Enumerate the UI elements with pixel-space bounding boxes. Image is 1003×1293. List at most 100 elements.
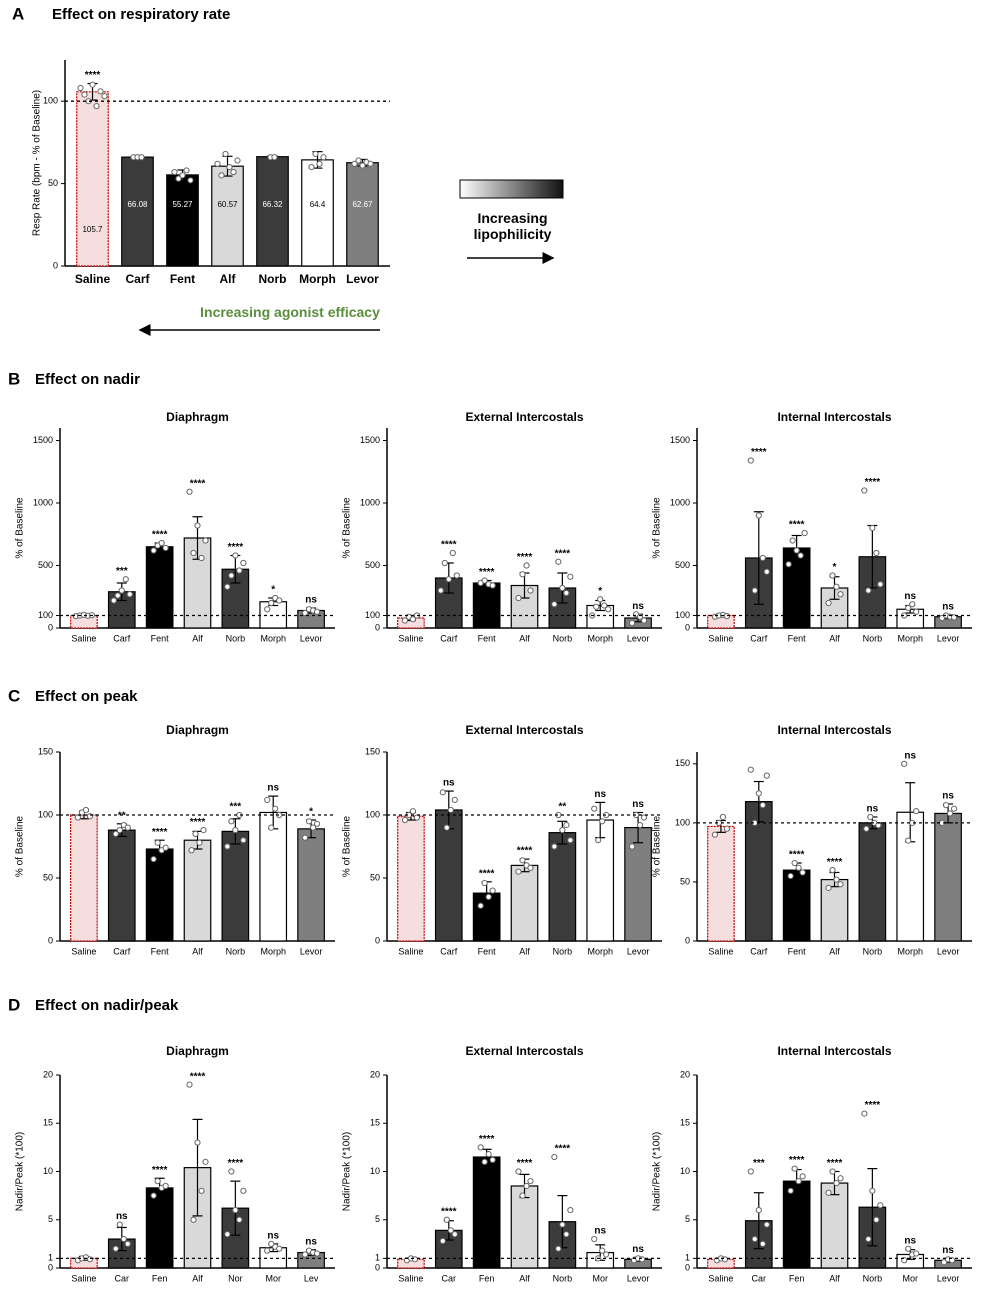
x-tick-label: Carf: [750, 946, 768, 956]
data-point: [759, 554, 766, 562]
data-point: [232, 1207, 239, 1214]
data-point: [441, 559, 448, 567]
data-point: [202, 1158, 209, 1165]
y-tick-label: 10: [43, 1166, 53, 1176]
y-tick-label: 0: [685, 1262, 690, 1272]
x-tick-label: Fen: [479, 1273, 495, 1283]
chart-title: External Intercostals: [465, 1044, 583, 1058]
data-point: [445, 576, 452, 583]
data-point: [747, 766, 754, 773]
significance-label: ns: [594, 789, 606, 800]
value-label: 66.32: [262, 200, 283, 209]
data-point: [861, 487, 868, 494]
significance-label: ***: [230, 802, 242, 813]
bar: [145, 848, 174, 942]
significance-label: ****: [789, 520, 805, 531]
significance-label: ****: [479, 868, 495, 879]
significance-label: ****: [517, 846, 533, 857]
significance-label: ns: [267, 783, 279, 794]
data-point: [439, 1237, 446, 1245]
bar: [820, 1182, 849, 1269]
significance-label: *: [598, 586, 602, 597]
data-point: [527, 864, 534, 872]
data-point: [763, 772, 770, 779]
data-point: [829, 572, 836, 579]
data-point: [320, 154, 327, 161]
x-tick-label: Norb: [226, 946, 246, 956]
x-tick-label: Alf: [829, 1273, 840, 1283]
data-point: [187, 177, 194, 184]
data-point: [719, 813, 727, 821]
data-point: [950, 805, 958, 812]
x-tick-label: Carf: [750, 633, 768, 643]
chart-title: Internal Intercostals: [777, 410, 891, 424]
x-tick-label: Alf: [829, 946, 840, 956]
y-tick-label: 20: [370, 1069, 380, 1079]
significance-label: ****: [190, 478, 206, 489]
data-point: [194, 1139, 201, 1146]
data-point: [787, 872, 794, 880]
data-point: [801, 529, 808, 537]
y-tick-label: 0: [685, 935, 690, 945]
annotation: Increasing agonist efficacy: [200, 304, 380, 320]
data-point: [81, 91, 88, 98]
data-point: [272, 805, 279, 812]
data-point: [154, 839, 161, 846]
bar: [221, 830, 250, 942]
significance-label: ns: [904, 750, 916, 761]
x-tick-label: Fen: [789, 1273, 805, 1283]
x-tick-label: Morph: [897, 633, 923, 643]
y-tick-label: 100: [38, 809, 53, 819]
data-point: [905, 837, 912, 844]
bar: [211, 165, 244, 267]
data-point: [755, 790, 762, 797]
data-point: [276, 1245, 283, 1252]
data-point: [308, 164, 315, 171]
x-tick-label: Saline: [71, 1273, 96, 1283]
data-point: [194, 522, 201, 529]
y-tick-label: 500: [38, 560, 53, 570]
x-tick-label: Fent: [788, 633, 807, 643]
data-point: [411, 1256, 419, 1263]
y-tick-label: 15: [43, 1118, 53, 1128]
y-axis-label: Nadir/Peak (*100): [342, 1132, 353, 1211]
data-point: [114, 592, 121, 599]
x-tick-label: Saline: [75, 272, 111, 286]
data-point: [413, 814, 421, 821]
data-point: [599, 1247, 606, 1254]
panel-letter: B: [8, 369, 20, 388]
data-point: [437, 587, 444, 594]
data-point: [200, 827, 207, 834]
bar: [183, 839, 212, 942]
data-point: [485, 893, 492, 901]
x-tick-label: Levor: [627, 946, 650, 956]
y-tick-label: 1: [685, 1253, 690, 1263]
data-point: [214, 160, 221, 167]
data-point: [192, 830, 199, 838]
data-point: [224, 843, 231, 850]
value-label: 60.57: [217, 200, 238, 209]
significance-label: ****: [85, 70, 101, 81]
data-point: [759, 1240, 766, 1247]
data-point: [601, 602, 608, 609]
data-point: [485, 1151, 492, 1158]
data-point: [791, 1165, 798, 1172]
bar: [782, 1180, 811, 1269]
data-point: [351, 160, 358, 167]
x-tick-label: Norb: [226, 633, 246, 643]
significance-label: ns: [942, 602, 954, 613]
data-point: [234, 157, 241, 164]
significance-label: ****: [479, 567, 495, 578]
data-point: [905, 604, 912, 612]
significance-label: ****: [228, 542, 244, 553]
data-point: [477, 1144, 484, 1151]
y-axis-label: % of Baseline: [342, 497, 353, 559]
y-tick-label: 50: [48, 178, 58, 188]
data-point: [171, 168, 178, 176]
y-axis-label: Resp Rate (bpm - % of Baseline): [32, 90, 43, 236]
y-tick-label: 15: [680, 1118, 690, 1128]
data-point: [555, 1245, 562, 1252]
y-tick-label: 1: [375, 1253, 380, 1263]
y-tick-label: 50: [370, 872, 380, 882]
data-point: [555, 558, 562, 565]
